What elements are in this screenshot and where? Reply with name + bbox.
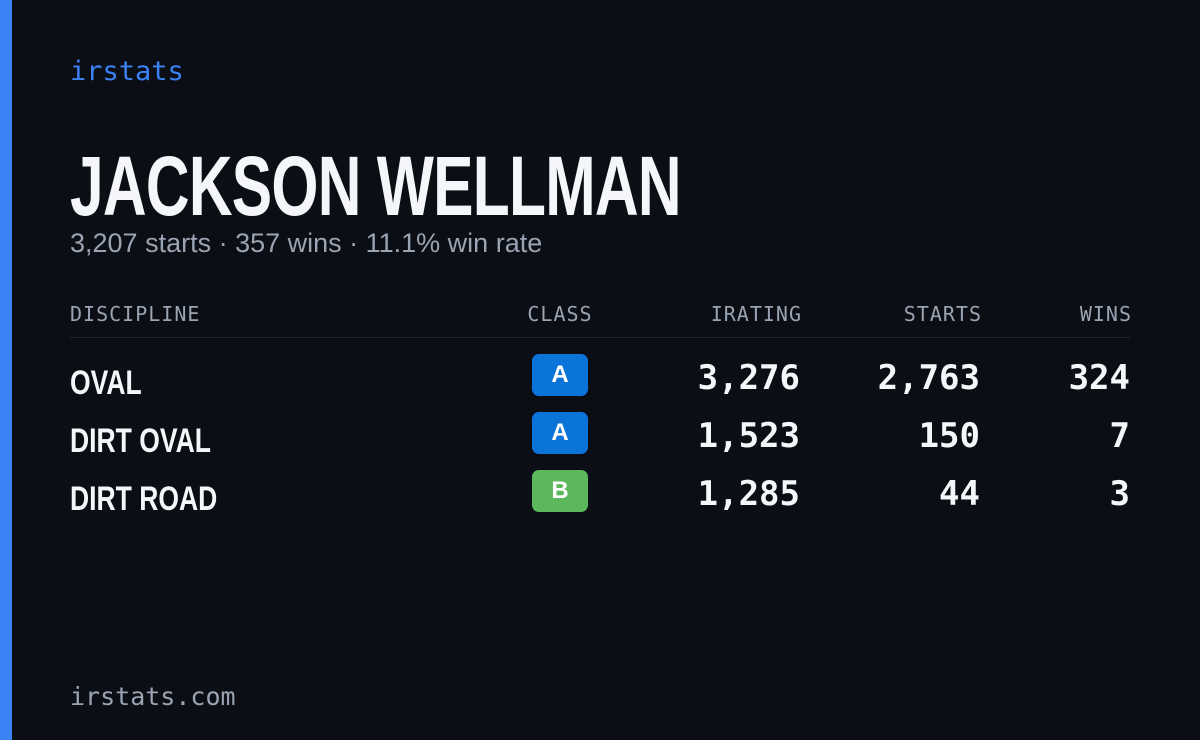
wins: 3 (1109, 474, 1130, 514)
irating: 1,285 (697, 474, 800, 514)
column-header: STARTS (903, 302, 982, 326)
driver-name: JACKSON WELLMAN (70, 139, 681, 233)
discipline: OVAL (70, 364, 142, 402)
discipline: DIRT OVAL (70, 422, 211, 460)
class-badge: B (532, 470, 588, 512)
starts: 2,763 (877, 358, 980, 398)
irating: 3,276 (697, 358, 800, 398)
summary: 3,207 starts · 357 wins · 11.1% win rate (70, 228, 543, 258)
discipline: DIRT ROAD (70, 480, 218, 518)
brand: irstats (70, 56, 184, 87)
wins: 7 (1109, 416, 1130, 456)
column-header: IRATING (710, 302, 802, 326)
column-header: WINS (1079, 302, 1132, 326)
footer-url: irstats.com (70, 682, 236, 711)
column-header: DISCIPLINE (70, 302, 201, 326)
header-rule (70, 337, 1130, 338)
class-badge: A (532, 412, 588, 454)
starts: 44 (939, 474, 980, 514)
starts: 150 (918, 416, 980, 456)
column-header: CLASS (527, 302, 593, 326)
wins: 324 (1068, 358, 1130, 398)
accent-bar (0, 0, 12, 740)
class-badge: A (532, 354, 588, 396)
irating: 1,523 (697, 416, 800, 456)
